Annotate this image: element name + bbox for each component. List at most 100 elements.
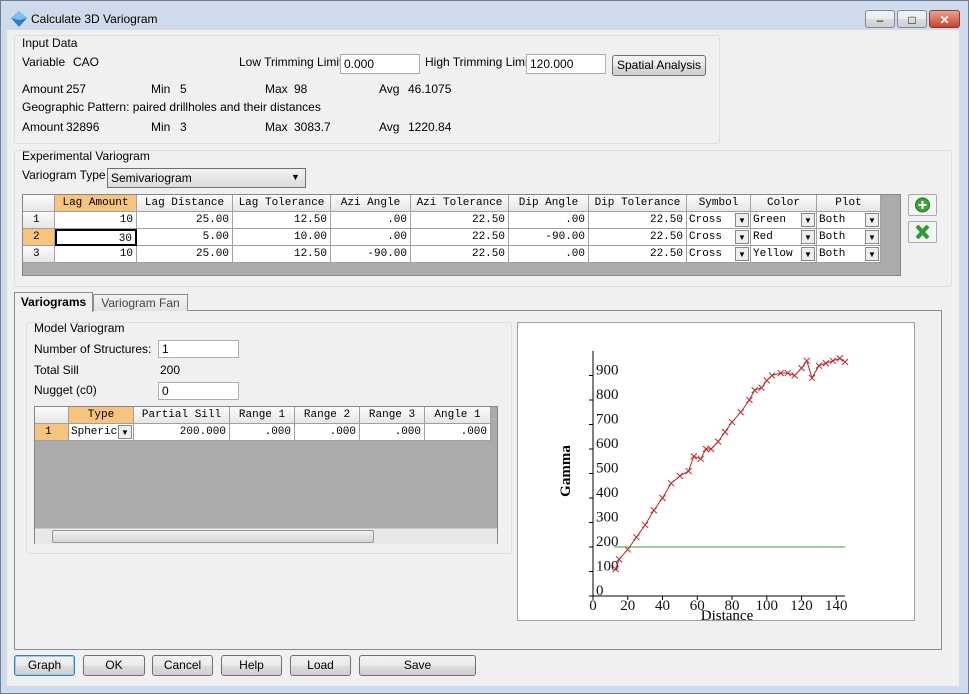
tab[interactable]: Variogram Fan [93,294,188,311]
dropdown-arrow: ▼ [118,425,132,439]
value: CAO [73,55,100,69]
button[interactable]: Load [290,655,351,676]
grid-cell[interactable]: .00 [331,212,411,229]
data-point [763,377,771,384]
y-tick-label: 300 [596,510,619,526]
model-group [26,322,512,554]
stat-value: 98 [294,82,308,96]
button[interactable]: OK [83,655,145,676]
dropdown[interactable]: Semivariogram [107,168,306,188]
data-point [641,521,649,529]
stat-label: Max [265,82,288,96]
column-header: Azi Angle [331,195,411,212]
column-header: Azi Tolerance [411,195,509,212]
grid-cell[interactable]: 22.50 [589,246,687,263]
x-tick-label: 40 [655,598,670,614]
grid-cell[interactable]: Red [751,229,817,246]
grid-cell[interactable]: 10.00 [233,229,331,246]
maximize-button[interactable]: □ [897,10,927,28]
column-header: Range 3 [360,407,425,424]
stat-value: 3 [180,120,187,134]
minimize-button[interactable]: – [865,10,895,28]
grid-cell[interactable]: .00 [509,212,589,229]
grid-cell[interactable]: 25.00 [137,246,233,263]
data-point [784,369,792,377]
stat-label: Avg [379,120,400,134]
data-point [737,408,745,416]
grid-cell[interactable]: 200.000 [134,424,230,441]
grid-cell[interactable]: Spheric [69,424,134,441]
grid-cell[interactable]: 25.00 [137,212,233,229]
button[interactable]: Help [221,655,282,676]
grid-cell[interactable]: .000 [360,424,425,441]
grid-cell[interactable]: 5.00 [137,229,233,246]
data-point [702,445,710,453]
delete-button[interactable] [908,221,937,243]
row-header: 1 [23,212,55,229]
data-point [798,364,805,372]
grid-cell[interactable]: Yellow [751,246,817,263]
grid-cell[interactable]: 22.50 [589,229,687,246]
grid-cell[interactable]: 10 [55,212,137,229]
x-tick-label: 60 [690,598,705,614]
x-tick-label: 100 [756,598,779,614]
button[interactable]: Cancel [152,655,213,676]
button[interactable]: Spatial Analysis [612,55,706,76]
data-point [758,384,765,392]
input-data-group [14,35,720,144]
text-input[interactable]: 0 [158,382,239,400]
grid-cell[interactable]: -90.00 [509,229,589,246]
y-tick-label: 200 [596,534,619,550]
label: High Trimming Limit [425,55,532,69]
stat-value: 1220.84 [408,120,452,134]
grid-cell[interactable]: .000 [425,424,491,441]
data-point [615,555,623,563]
grid-cell[interactable]: .00 [331,229,411,246]
group-label: Model Variogram [34,321,125,335]
data-point [777,369,785,377]
grid-cell[interactable]: 22.50 [411,246,509,263]
series-line [615,357,846,570]
label: Geographic Pattern: paired drillholes an… [22,100,321,114]
stat-value: 32896 [66,120,100,134]
chart: 0 100 200 300 400 500 600 700 800 900 0 20 40 60 80 100… [517,322,915,621]
data-point [836,354,844,362]
grid-cell[interactable]: -90.00 [331,246,411,263]
y-tick-label: 400 [596,485,619,501]
grid-cell[interactable]: 12.50 [233,246,331,263]
column-header: Type [69,407,134,424]
data-point [721,428,729,436]
text-input[interactable]: 1 [158,340,239,358]
grid-cell[interactable]: .000 [295,424,360,441]
grid-cell[interactable]: 22.50 [411,229,509,246]
close-button[interactable]: ✕ [929,10,960,28]
scrollbar-thumb[interactable] [52,530,374,543]
grid-cell[interactable]: 12.50 [233,212,331,229]
grid-cell[interactable]: .00 [509,246,589,263]
dropdown-arrow: ▼ [865,247,879,261]
add-button[interactable] [908,194,937,216]
grid-cell[interactable]: 22.50 [411,212,509,229]
column-header: Range 1 [230,407,295,424]
y-tick-label: 500 [596,461,619,477]
dropdown-arrow: ▼ [801,247,815,261]
text-input[interactable]: 120.000 [526,54,606,74]
tab[interactable]: Variograms [14,292,93,312]
text-input[interactable]: 0.000 [340,54,420,74]
grid-cell[interactable]: 22.50 [589,212,687,229]
dropdown-arrow: ▼ [865,213,879,227]
data-point [690,452,698,460]
grid-cell[interactable]: Green [751,212,817,229]
label: Low Trimming Limit [239,55,343,69]
dropdown-arrow: ▼ [291,172,300,182]
stat-label: Max [265,120,288,134]
button[interactable]: Save [359,655,476,676]
x-axis-label: Distance [701,608,754,621]
grid-cell[interactable]: 10 [55,246,137,263]
grid-cell[interactable]: .000 [230,424,295,441]
grid-cell[interactable]: 30 [55,229,137,246]
button[interactable]: Graph [14,655,75,676]
column-header: Partial Sill [134,407,230,424]
